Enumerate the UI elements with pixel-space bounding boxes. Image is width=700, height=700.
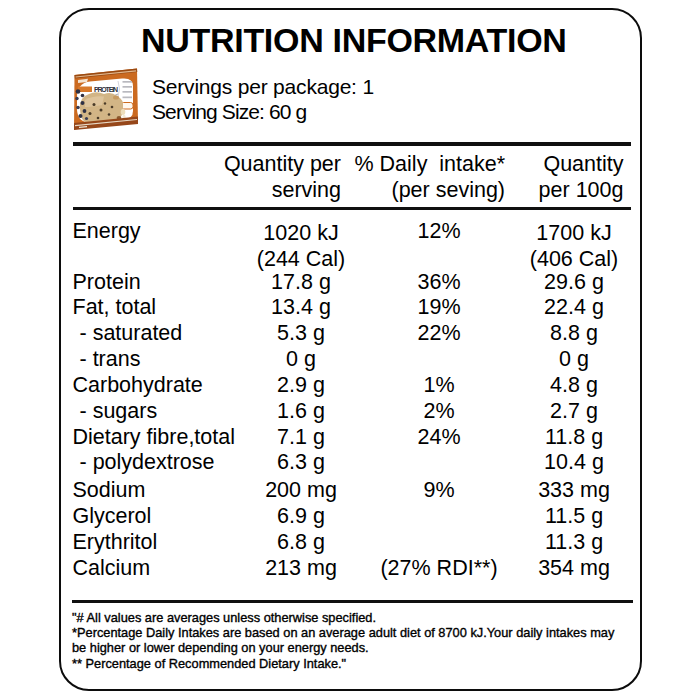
svg-text:PROTEIN: PROTEIN [94,86,118,93]
